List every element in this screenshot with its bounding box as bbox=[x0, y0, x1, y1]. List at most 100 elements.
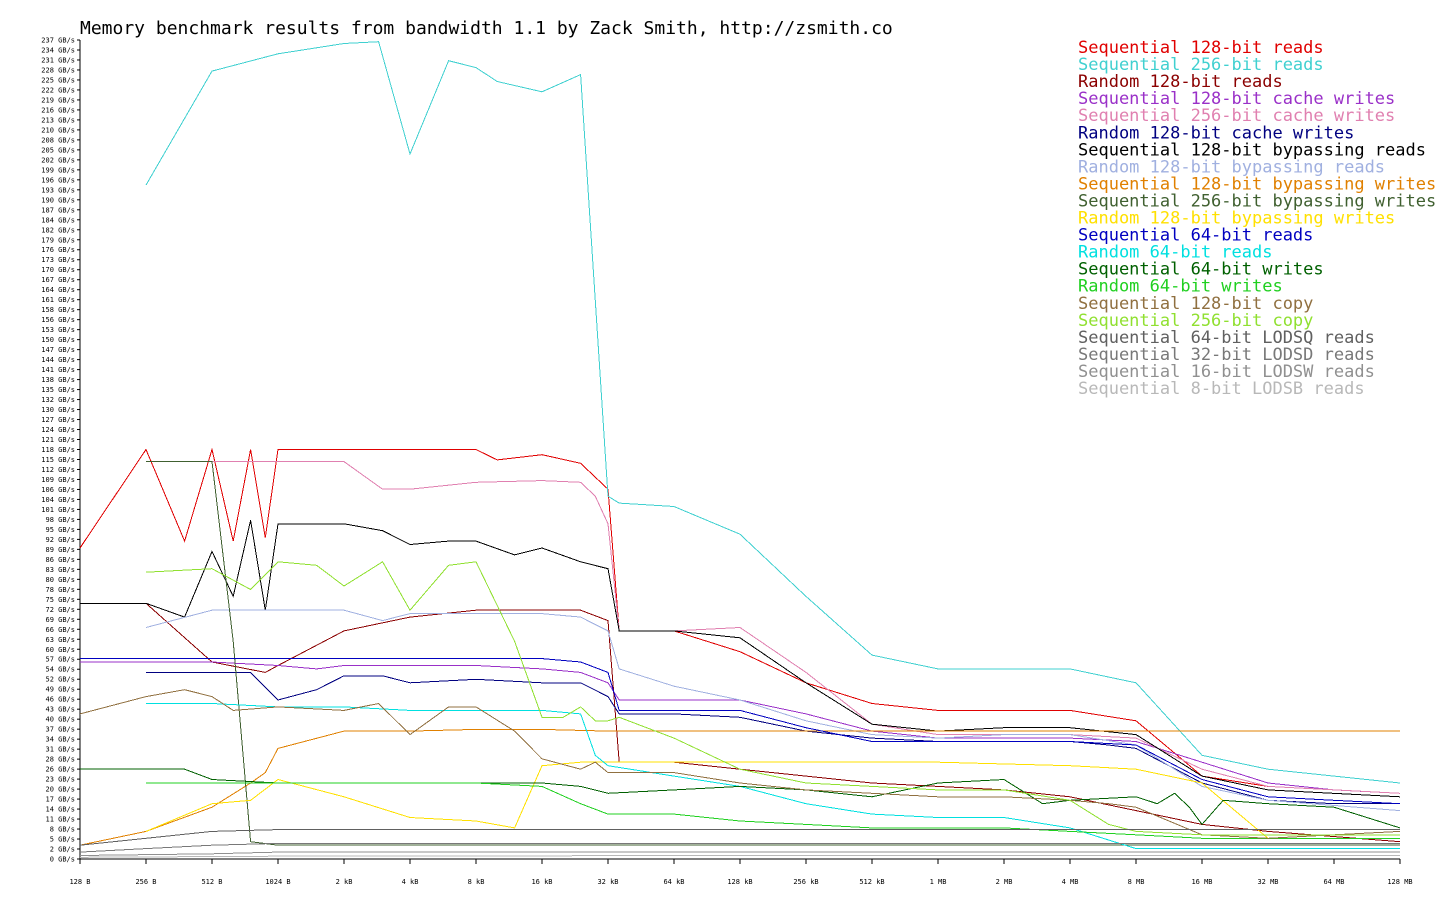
series-line-13 bbox=[146, 703, 1400, 850]
chart-title: Memory benchmark results from bandwidth … bbox=[80, 18, 893, 39]
y-tick-label: 43 GB/s bbox=[45, 706, 75, 714]
series-line-16 bbox=[79, 689, 1401, 839]
x-tick-label: 64 MB bbox=[1323, 878, 1344, 886]
y-tick-label: 66 GB/s bbox=[45, 626, 75, 634]
y-tick-label: 23 GB/s bbox=[45, 776, 75, 784]
y-tick-label: 216 GB/s bbox=[41, 106, 75, 114]
y-tick-label: 225 GB/s bbox=[41, 76, 75, 84]
legend-entry: Sequential 256-bit copy bbox=[1078, 311, 1313, 331]
y-tick-label: 46 GB/s bbox=[45, 696, 75, 704]
legend-entry: Random 128-bit bypassing writes bbox=[1078, 209, 1395, 229]
y-tick-label: 190 GB/s bbox=[41, 196, 75, 204]
y-tick-label: 164 GB/s bbox=[41, 286, 75, 294]
y-tick-label: 173 GB/s bbox=[41, 256, 75, 264]
y-tick-label: 130 GB/s bbox=[41, 406, 75, 414]
legend-entry: Sequential 64-bit reads bbox=[1078, 226, 1313, 246]
y-tick-label: 104 GB/s bbox=[41, 496, 75, 504]
y-tick-label: 156 GB/s bbox=[41, 316, 75, 324]
x-tick-label: 256 B bbox=[135, 878, 156, 886]
legend-entry: Random 128-bit bypassing reads bbox=[1078, 157, 1385, 177]
y-tick-label: 52 GB/s bbox=[45, 676, 75, 684]
y-tick-label: 14 GB/s bbox=[45, 806, 75, 814]
legend-entry: Sequential 256-bit bypassing writes bbox=[1078, 191, 1436, 211]
y-tick-label: 187 GB/s bbox=[41, 206, 75, 214]
y-tick-label: 158 GB/s bbox=[41, 306, 75, 314]
y-tick-label: 54 GB/s bbox=[45, 666, 75, 674]
y-tick-label: 135 GB/s bbox=[41, 386, 75, 394]
legend-entry: Random 128-bit reads bbox=[1078, 72, 1283, 92]
y-tick-label: 150 GB/s bbox=[41, 336, 75, 344]
y-tick-label: 101 GB/s bbox=[41, 506, 75, 514]
y-tick-label: 49 GB/s bbox=[45, 686, 75, 694]
series-line-9 bbox=[79, 728, 1400, 846]
y-tick-label: 11 GB/s bbox=[45, 816, 75, 824]
x-tick-label: 512 B bbox=[201, 878, 222, 886]
plot-area bbox=[79, 41, 1401, 858]
x-tick-label: 8 MB bbox=[1128, 878, 1145, 886]
y-tick-label: 237 GB/s bbox=[41, 37, 75, 45]
y-tick-label: 106 GB/s bbox=[41, 486, 75, 494]
y-tick-label: 72 GB/s bbox=[45, 606, 75, 614]
legend-entry: Sequential 256-bit cache writes bbox=[1078, 106, 1395, 126]
series-line-6 bbox=[146, 671, 1400, 805]
y-tick-label: 208 GB/s bbox=[41, 136, 75, 144]
series-line-10 bbox=[146, 461, 1400, 846]
y-tick-label: 124 GB/s bbox=[41, 426, 75, 434]
x-tick-label: 16 MB bbox=[1191, 878, 1212, 886]
legend-entry: Sequential 128-bit bypassing writes bbox=[1078, 174, 1436, 194]
y-tick-label: 83 GB/s bbox=[45, 566, 75, 574]
y-tick-label: 115 GB/s bbox=[41, 456, 75, 464]
x-tick-label: 4 kB bbox=[402, 878, 419, 886]
y-tick-label: 219 GB/s bbox=[41, 96, 75, 104]
x-tick-label: 64 kB bbox=[663, 878, 684, 886]
x-tick-label: 1 MB bbox=[930, 878, 947, 886]
x-tick-label: 32 kB bbox=[597, 878, 618, 886]
y-tick-label: 20 GB/s bbox=[45, 786, 75, 794]
y-tick-label: 167 GB/s bbox=[41, 276, 75, 284]
y-tick-label: 57 GB/s bbox=[45, 656, 75, 664]
y-tick-label: 127 GB/s bbox=[41, 416, 75, 424]
y-tick-label: 199 GB/s bbox=[41, 166, 75, 174]
y-tick-label: 80 GB/s bbox=[45, 576, 75, 584]
x-tick-label: 128 MB bbox=[1387, 878, 1412, 886]
legend-entry: Sequential 128-bit cache writes bbox=[1078, 89, 1395, 109]
series-line-18 bbox=[79, 829, 1400, 846]
x-tick-label: 8 kB bbox=[468, 878, 485, 886]
series-line-15 bbox=[146, 782, 1400, 839]
y-tick-label: 31 GB/s bbox=[45, 746, 75, 754]
y-tick-label: 2 GB/s bbox=[50, 846, 75, 854]
x-tick-label: 16 kB bbox=[531, 878, 552, 886]
legend-entry: Sequential 256-bit reads bbox=[1078, 55, 1324, 75]
y-tick-label: 60 GB/s bbox=[45, 646, 75, 654]
y-tick-label: 112 GB/s bbox=[41, 466, 75, 474]
y-tick-label: 63 GB/s bbox=[45, 636, 75, 644]
y-tick-label: 40 GB/s bbox=[45, 716, 75, 724]
x-tick-label: 2 MB bbox=[996, 878, 1013, 886]
y-tick-label: 37 GB/s bbox=[45, 726, 75, 734]
y-tick-label: 98 GB/s bbox=[45, 516, 75, 524]
y-axis: 0 GB/s 2 GB/s 5 GB/s 8 GB/s 11 GB/s 14 GB/s 17… bbox=[41, 37, 81, 864]
legend-entry: Random 64-bit writes bbox=[1078, 277, 1283, 297]
y-tick-label: 0 GB/s bbox=[50, 856, 75, 864]
x-tick-label: 2 kB bbox=[336, 878, 353, 886]
y-tick-label: 234 GB/s bbox=[41, 46, 75, 54]
series-line-2 bbox=[145, 41, 1401, 784]
y-tick-label: 153 GB/s bbox=[41, 326, 75, 334]
y-tick-label: 17 GB/s bbox=[45, 796, 75, 804]
y-tick-label: 176 GB/s bbox=[41, 246, 75, 254]
legend-entry: Random 64-bit reads bbox=[1078, 243, 1272, 263]
legend-entry: Sequential 32-bit LODSD reads bbox=[1078, 345, 1375, 365]
legend-entry: Sequential 64-bit LODSQ reads bbox=[1078, 328, 1375, 348]
y-tick-label: 196 GB/s bbox=[41, 176, 75, 184]
y-tick-label: 95 GB/s bbox=[45, 526, 75, 534]
series-line-12 bbox=[80, 658, 1401, 805]
legend-entry: Random 128-bit cache writes bbox=[1078, 123, 1354, 143]
y-tick-label: 75 GB/s bbox=[45, 596, 75, 604]
x-tick-label: 256 kB bbox=[793, 878, 818, 886]
y-tick-label: 138 GB/s bbox=[41, 376, 75, 384]
y-tick-label: 89 GB/s bbox=[45, 546, 75, 554]
x-tick-label: 32 MB bbox=[1257, 878, 1278, 886]
